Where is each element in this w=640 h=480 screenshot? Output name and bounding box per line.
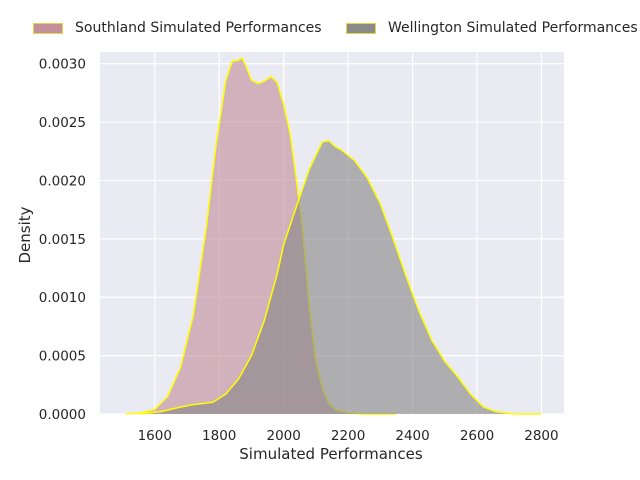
y-tick-labels: 0.0000 0.0005 0.0010 0.0015 0.0020 0.0025 0.00… <box>39 57 86 423</box>
density-areas <box>125 56 542 415</box>
x-tick-label: 1600 <box>138 428 172 444</box>
x-tick-label: 2000 <box>266 428 300 444</box>
x-axis-label: Simulated Performances <box>239 445 423 463</box>
density-area-0 <box>125 57 397 415</box>
density-outline-1 <box>138 139 542 415</box>
x-tick-labels: 1600 1800 2000 2200 2400 2600 2800 <box>138 428 559 444</box>
y-tick-label: 0.0005 <box>39 349 86 365</box>
x-tick-label: 2200 <box>331 428 365 444</box>
legend-label-southland: Southland Simulated Performances <box>75 20 322 36</box>
legend-item-wellington: Wellington Simulated Performances <box>346 20 638 36</box>
y-axis-label: Density <box>16 206 34 263</box>
x-tick-label: 2600 <box>460 428 494 444</box>
x-tick-label: 2800 <box>524 428 558 444</box>
legend-swatch-southland <box>33 22 63 34</box>
legend-swatch-wellington <box>346 22 376 34</box>
x-tick-label: 1800 <box>202 428 236 444</box>
x-tick-label: 2400 <box>395 428 429 444</box>
y-tick-label: 0.0000 <box>39 407 86 423</box>
legend: Southland Simulated Performances Welling… <box>0 20 640 42</box>
y-tick-label: 0.0015 <box>39 232 86 248</box>
legend-item-southland: Southland Simulated Performances <box>33 20 322 36</box>
y-tick-label: 0.0030 <box>39 57 86 73</box>
y-tick-label: 0.0010 <box>39 290 86 306</box>
y-tick-label: 0.0025 <box>39 115 86 131</box>
y-tick-label: 0.0020 <box>39 173 86 189</box>
density-area-1 <box>138 140 542 414</box>
legend-label-wellington: Wellington Simulated Performances <box>388 20 638 36</box>
